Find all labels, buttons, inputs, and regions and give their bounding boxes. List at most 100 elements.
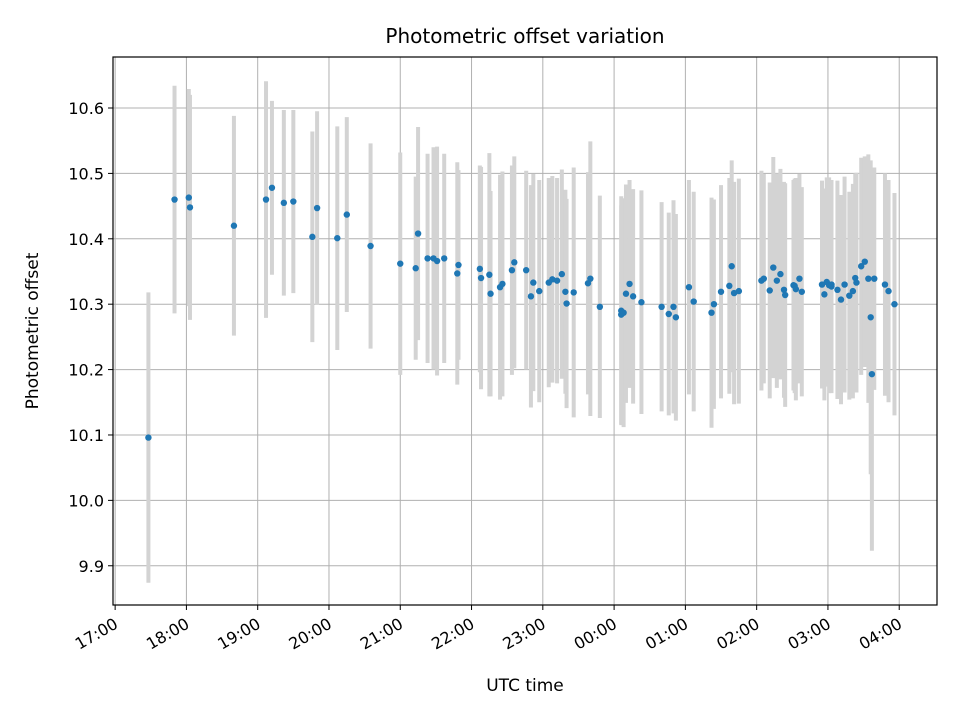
data-point xyxy=(770,264,777,271)
data-point xyxy=(710,300,718,308)
data-point xyxy=(508,266,516,274)
data-point xyxy=(717,288,725,295)
data-point xyxy=(798,288,806,295)
data-point xyxy=(735,287,743,295)
data-point xyxy=(530,279,537,286)
data-point xyxy=(865,275,872,282)
data-point xyxy=(511,259,518,266)
data-point xyxy=(367,242,374,250)
plot-frame xyxy=(112,56,938,606)
data-point xyxy=(858,263,865,270)
y-tick-label: 10.4 xyxy=(68,230,104,249)
data-point xyxy=(867,314,874,321)
data-point xyxy=(454,270,461,277)
data-point xyxy=(145,434,152,441)
y-tick-label: 10.6 xyxy=(68,99,104,118)
data-point xyxy=(553,277,561,284)
data-point xyxy=(558,270,566,278)
data-point xyxy=(343,211,350,218)
data-point xyxy=(685,283,693,291)
data-point xyxy=(334,234,341,242)
data-point xyxy=(268,184,276,191)
data-point xyxy=(834,286,841,294)
data-point xyxy=(313,204,321,212)
data-point xyxy=(477,274,485,282)
data-point xyxy=(726,282,733,290)
data-point xyxy=(871,275,878,282)
data-point xyxy=(665,310,672,318)
data-point xyxy=(185,194,192,201)
data-point xyxy=(563,300,570,307)
data-point xyxy=(290,198,297,205)
y-tick-label: 10.1 xyxy=(68,426,104,445)
chart-title: Photometric offset variation xyxy=(385,24,664,48)
data-point xyxy=(414,230,422,237)
data-point xyxy=(796,275,803,282)
data-point xyxy=(424,255,431,262)
data-point xyxy=(455,261,462,269)
data-point xyxy=(638,299,645,306)
data-point xyxy=(629,293,637,300)
data-point xyxy=(828,281,835,288)
data-point xyxy=(821,291,828,298)
data-point xyxy=(499,280,506,288)
data-point xyxy=(881,281,889,288)
data-point xyxy=(728,263,735,270)
data-point xyxy=(433,257,441,265)
data-point xyxy=(837,296,845,303)
data-point xyxy=(861,258,868,265)
data-point xyxy=(818,281,826,288)
data-point xyxy=(690,298,697,305)
data-point xyxy=(309,233,316,241)
y-axis-label: Photometric offset xyxy=(23,252,43,409)
data-point xyxy=(527,293,535,300)
data-point xyxy=(841,281,848,288)
data-point xyxy=(397,260,404,267)
data-point xyxy=(626,280,633,288)
y-tick-label: 10.2 xyxy=(68,361,104,380)
data-point xyxy=(792,285,800,293)
data-point xyxy=(186,204,194,211)
data-point xyxy=(587,275,594,282)
data-point xyxy=(658,303,665,311)
data-point xyxy=(773,277,781,284)
data-point xyxy=(891,300,898,308)
data-point xyxy=(708,309,715,316)
data-point xyxy=(570,289,577,296)
data-points xyxy=(145,184,898,441)
data-point xyxy=(562,288,569,295)
data-point xyxy=(486,271,493,278)
y-tick-label: 10.3 xyxy=(68,295,104,314)
data-point xyxy=(777,270,784,278)
y-axis-ticks: 9.9 10.0 10.1 10.2 10.3 10.4 10.5 10.6 xyxy=(68,99,113,576)
data-point xyxy=(487,290,494,297)
data-point xyxy=(846,292,853,299)
data-point xyxy=(760,275,767,282)
y-tick-label: 10.5 xyxy=(68,164,104,183)
y-tick-label: 10.0 xyxy=(68,491,104,510)
data-point xyxy=(262,196,270,203)
data-point xyxy=(885,287,892,295)
data-point xyxy=(670,303,677,311)
data-point xyxy=(230,222,238,229)
data-point xyxy=(476,265,484,273)
data-point xyxy=(171,196,178,203)
data-point xyxy=(522,266,530,274)
data-point xyxy=(441,255,448,262)
data-point xyxy=(849,287,857,295)
data-point xyxy=(622,290,630,297)
data-point xyxy=(280,199,288,207)
data-point xyxy=(672,314,680,321)
data-point xyxy=(536,287,543,295)
x-axis-label: UTC time xyxy=(486,676,564,696)
data-point xyxy=(412,265,419,272)
data-point xyxy=(781,291,789,299)
data-point xyxy=(853,279,860,286)
data-point xyxy=(868,370,876,378)
data-point xyxy=(780,286,788,294)
data-point xyxy=(766,287,773,294)
data-point xyxy=(596,303,604,311)
data-point xyxy=(620,309,627,316)
y-tick-label: 9.9 xyxy=(79,557,104,576)
